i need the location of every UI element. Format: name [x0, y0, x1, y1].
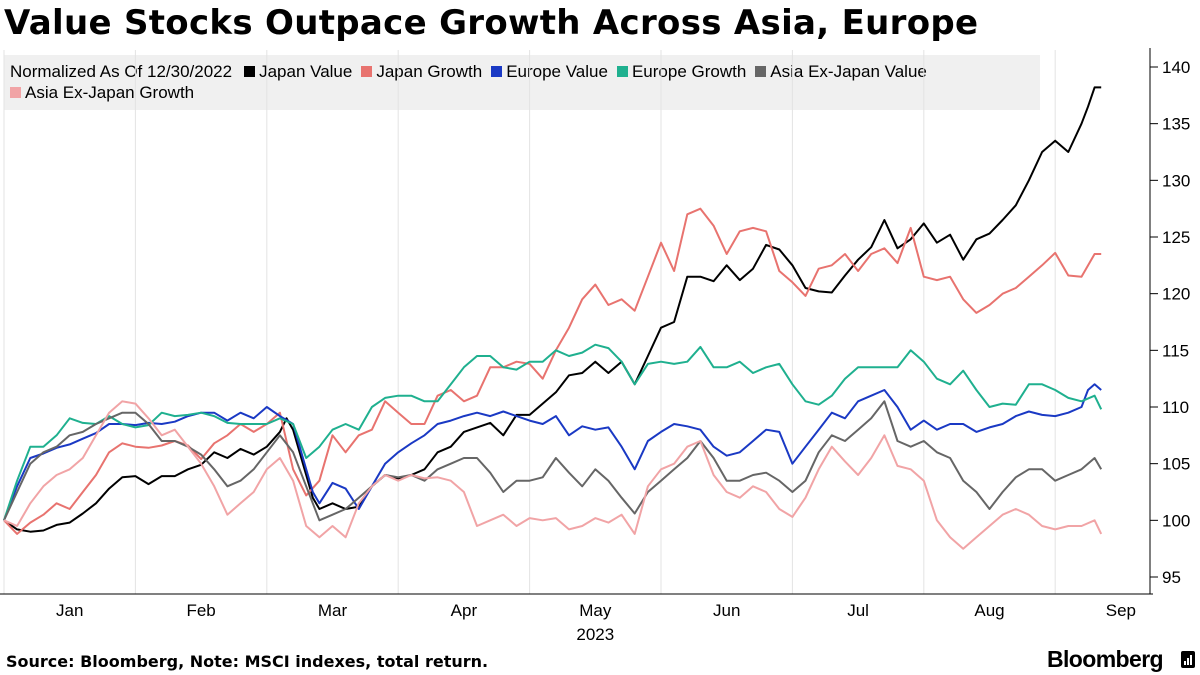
- y-tick-label: 125: [1162, 228, 1190, 247]
- bloomberg-terminal-icon: [1181, 651, 1195, 668]
- y-tick-label: 100: [1162, 511, 1190, 530]
- legend-swatch-europe-value: [491, 66, 503, 77]
- x-tick-label: Sep: [1106, 601, 1136, 620]
- y-tick-label: 115: [1162, 341, 1189, 360]
- chart-title: Value Stocks Outpace Growth Across Asia,…: [4, 3, 979, 43]
- legend-label-japan-value: Japan Value: [259, 62, 353, 81]
- source-note: Source: Bloomberg, Note: MSCI indexes, t…: [6, 652, 489, 671]
- x-tick-label: May: [579, 601, 612, 620]
- legend-item-japan-growth: Japan Growth: [361, 61, 482, 82]
- legend-swatch-asia-growth: [10, 87, 21, 98]
- legend-swatch-europe-growth: [616, 66, 628, 77]
- y-tick-label: 120: [1162, 285, 1190, 304]
- legend-swatch-asia-value: [755, 66, 767, 77]
- y-tick-label: 140: [1162, 58, 1190, 77]
- series-line-japan-growth: [3, 207, 1102, 535]
- bloomberg-logo: Bloomberg: [1047, 646, 1164, 672]
- legend-label-asia-growth: Asia Ex-Japan Growth: [25, 83, 195, 102]
- series-lines: [3, 86, 1103, 550]
- series-line-asia-growth: [3, 400, 1103, 550]
- x-tick-label: Mar: [318, 601, 348, 620]
- legend-item-europe-value: Europe Value: [491, 61, 608, 82]
- y-tick-label: 110: [1162, 398, 1189, 417]
- series-line-japan-value: [3, 86, 1102, 533]
- legend-caption: Normalized As Of 12/30/2022: [10, 62, 233, 81]
- x-tick-label: Feb: [186, 601, 215, 620]
- y-tick-label: 130: [1162, 171, 1190, 190]
- x-tick-label: Jul: [847, 601, 869, 620]
- y-tick-label: 95: [1162, 568, 1181, 587]
- x-year-label: 2023: [576, 625, 614, 644]
- y-tick-label: 135: [1162, 115, 1190, 134]
- legend-item-asia-growth: Asia Ex-Japan Growth: [10, 82, 194, 103]
- grid-lines: [3, 50, 1056, 594]
- legend-label-japan-growth: Japan Growth: [376, 62, 483, 81]
- legend-label-asia-value: Asia Ex-Japan Value: [770, 62, 927, 81]
- series-line-europe-growth: [3, 343, 1103, 521]
- y-tick-label: 105: [1162, 455, 1190, 474]
- legend-swatch-japan-value: [244, 66, 256, 77]
- legend-background: [4, 55, 1040, 110]
- axes: 95 100 105 110 115 120 125 130 135 140 Jan Feb Mar Ap…: [0, 48, 1190, 644]
- x-tick-label: Aug: [974, 601, 1004, 620]
- x-tick-label: Jan: [56, 601, 83, 620]
- x-tick-label: Jun: [713, 601, 740, 620]
- legend-swatch-japan-growth: [361, 66, 373, 77]
- x-tick-label: Apr: [451, 601, 478, 620]
- legend-item-asia-value: Asia Ex-Japan Value: [755, 61, 927, 82]
- legend-label-europe-value: Europe Value: [506, 62, 608, 81]
- legend: Normalized As Of 12/30/2022 Japan Value …: [10, 61, 1040, 103]
- legend-item-japan-value: Japan Value: [244, 61, 352, 82]
